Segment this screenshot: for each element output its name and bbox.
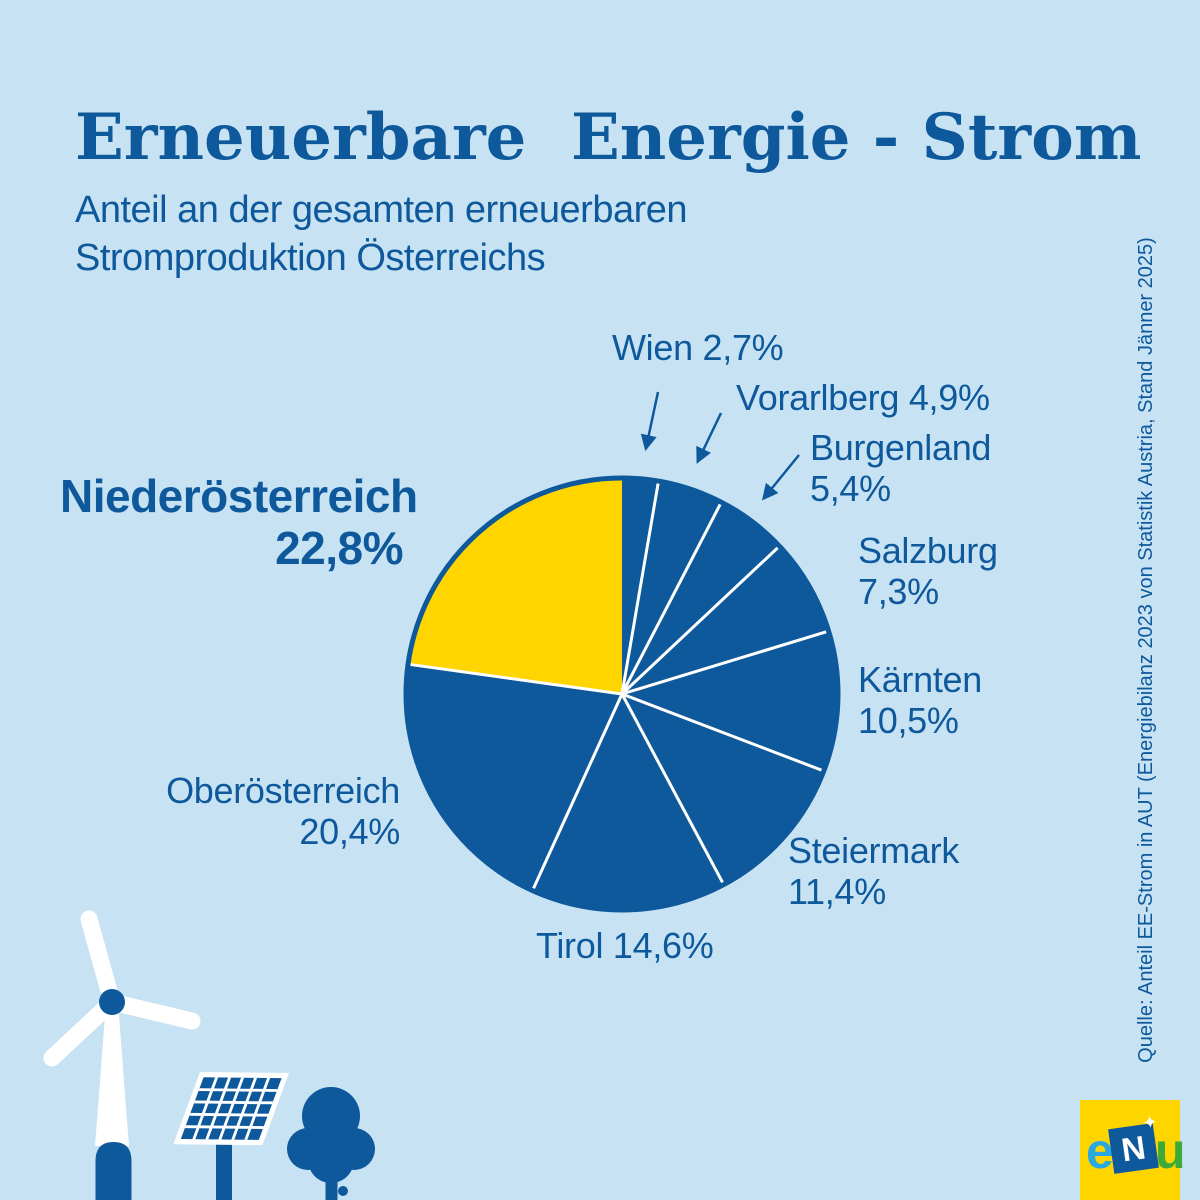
slice-name: Oberösterreich: [166, 770, 400, 811]
page-title: Erneuerbare Energie - Strom: [75, 100, 1142, 175]
pie-label-salzburg: Salzburg 7,3%: [858, 530, 998, 612]
slice-name: Tirol: [536, 925, 604, 966]
logo-n-box: N ✦: [1108, 1111, 1159, 1174]
pie-rim: [403, 475, 841, 913]
slice-name: Niederösterreich: [60, 470, 418, 522]
slice-divider: [407, 662, 623, 696]
subtitle-line-2: Stromproduktion Österreichs: [75, 237, 546, 279]
pie-label-burgenland: Burgenland 5,4%: [810, 427, 991, 509]
slice-value: 14,6%: [612, 925, 714, 966]
pie-slice-6: [532, 694, 724, 911]
logo-letter-n: N: [1119, 1128, 1148, 1169]
slice-name: Wien: [612, 327, 693, 368]
pie-label-vorarlberg: Vorarlberg 4,9%: [736, 377, 990, 418]
slice-divider: [620, 693, 726, 886]
pie-label-oberoesterreich: Oberösterreich 20,4%: [100, 770, 400, 852]
arrow-vorarlberg: [696, 412, 723, 464]
slice-divider: [621, 692, 825, 773]
pie-slice-5: [622, 694, 824, 885]
pie-dividers: [407, 480, 830, 892]
pie-label-wien: Wien 2,7%: [612, 327, 784, 368]
pie-label-kaernten: Kärnten 10,5%: [858, 659, 982, 741]
slice-name: Salzburg: [858, 530, 998, 571]
slice-name: Kärnten: [858, 659, 982, 700]
pie-slice-1: [622, 481, 722, 694]
logo-letter-u: u: [1155, 1123, 1186, 1179]
arrow-wien: [640, 391, 660, 452]
arrow-burgenland: [761, 454, 800, 501]
slice-divider: [621, 629, 830, 696]
page-subtitle: Anteil an der gesamten erneuerbaren Stro…: [75, 186, 688, 282]
source-note: Quelle: Anteil EE-Strom in AUT (Energieb…: [1135, 237, 1157, 1063]
slice-divider: [620, 501, 723, 695]
pie-slice-2: [622, 502, 780, 694]
slice-value: 20,4%: [299, 811, 400, 852]
slice-divider: [620, 545, 781, 696]
pointer-arrows: [640, 391, 800, 501]
slice-value: 4,9%: [908, 377, 990, 418]
slice-value: 10,5%: [858, 700, 959, 741]
slice-divider: [620, 480, 660, 695]
subtitle-line-1: Anteil an der gesamten erneuerbaren: [75, 189, 688, 231]
slice-name: Vorarlberg: [736, 377, 900, 418]
pie-slice-3: [622, 546, 829, 694]
slice-value: 2,7%: [702, 327, 784, 368]
slice-value: 7,3%: [858, 571, 939, 612]
enu-logo: e N ✦ u: [1080, 1100, 1186, 1200]
slice-value: 11,4%: [788, 871, 886, 912]
pie-chart: [403, 475, 841, 913]
slice-value: 22,8%: [275, 522, 403, 574]
pie-label-niederoesterreich: Niederösterreich 22,8%: [60, 470, 418, 574]
wind-turbine-illustration: [43, 910, 201, 1200]
solar-panel-illustration: [173, 1072, 289, 1200]
pie-slice-8: [408, 478, 622, 694]
slice-name: Steiermark: [788, 830, 960, 871]
slice-divider: [531, 693, 624, 892]
pie-label-steiermark: Steiermark 11,4%: [788, 830, 959, 912]
pie-slice-4: [622, 631, 838, 771]
slice-name: Burgenland: [810, 427, 992, 468]
slice-value: 5,4%: [810, 468, 891, 509]
pie-label-tirol: Tirol 14,6%: [536, 925, 714, 966]
tree-illustration: [287, 1087, 375, 1200]
